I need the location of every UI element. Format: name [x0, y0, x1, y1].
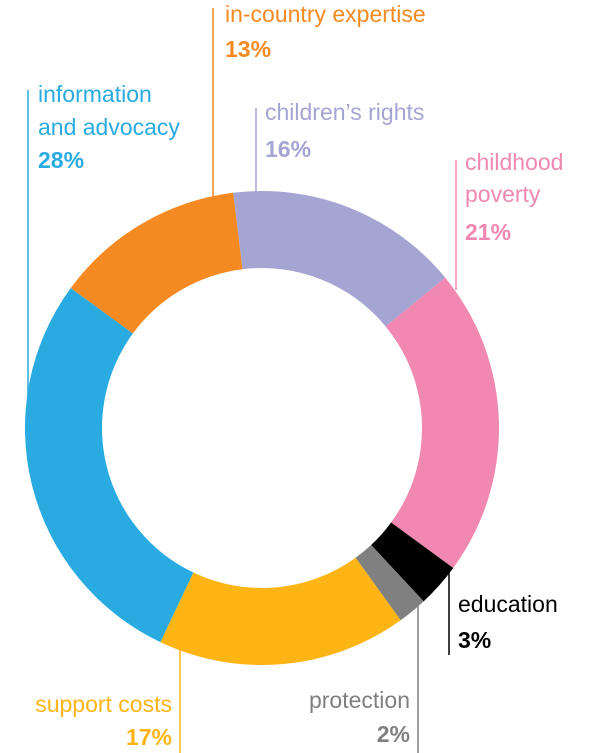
donut-segment	[385, 277, 499, 568]
category-label: education	[458, 591, 558, 617]
category-label: support costs	[35, 691, 172, 717]
category-label: children’s rights	[265, 99, 424, 125]
donut-segment	[70, 192, 243, 334]
value-label: 21%	[465, 219, 511, 245]
category-label: in-country expertise	[225, 1, 426, 27]
value-label: 16%	[265, 136, 311, 162]
value-label: 3%	[458, 627, 491, 653]
donut-segment	[160, 557, 401, 665]
value-label: 13%	[225, 36, 271, 62]
donut-segment	[233, 190, 446, 327]
value-label: 17%	[126, 724, 172, 750]
category-label: information and advocacy	[38, 81, 180, 140]
donut-segment	[371, 522, 454, 602]
value-label: 28%	[38, 147, 84, 173]
category-label: childhood poverty	[465, 149, 563, 207]
donut-segment	[24, 288, 194, 643]
value-label: 2%	[377, 721, 410, 747]
donut-segment	[355, 545, 424, 621]
category-label: protection	[309, 687, 410, 713]
